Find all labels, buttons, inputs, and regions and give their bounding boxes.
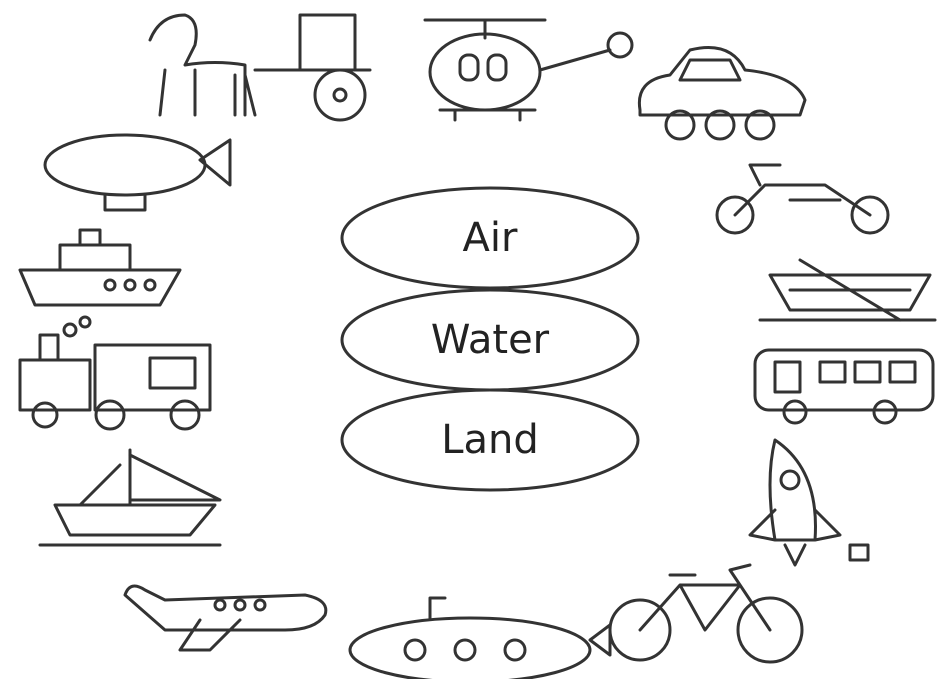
oval-label: Air — [463, 215, 518, 261]
horse-cart — [150, 15, 370, 120]
category-ovals: Air Water Land — [342, 188, 638, 490]
motorcycle — [717, 165, 888, 233]
bicycle — [610, 565, 802, 662]
blimp — [45, 135, 230, 210]
page: Air Water Land (() => { const data = JSO… — [0, 0, 946, 679]
car — [639, 48, 805, 140]
rocket — [750, 440, 868, 565]
bus — [755, 350, 933, 423]
oval-label: Land — [441, 417, 539, 463]
oval-label: Water — [431, 317, 550, 363]
airplane — [125, 586, 326, 650]
rowboat — [760, 260, 935, 320]
worksheet: Air Water Land — [0, 0, 946, 679]
train — [20, 317, 210, 429]
ship — [20, 230, 180, 305]
submarine — [350, 598, 610, 679]
helicopter — [425, 20, 632, 120]
sailboat — [40, 450, 220, 545]
